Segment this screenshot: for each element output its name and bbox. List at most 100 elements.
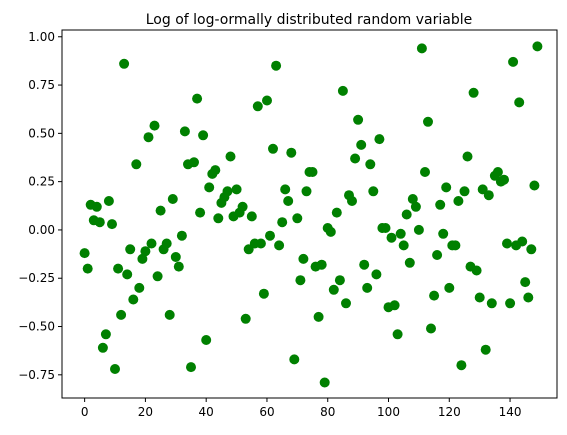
scatter-point [94, 217, 105, 228]
scatter-point [444, 282, 455, 293]
plot-frame [61, 29, 558, 399]
scatter-point [137, 253, 148, 264]
scatter-point [307, 167, 318, 177]
scatter-point [204, 182, 215, 193]
scatter-point [292, 213, 303, 224]
x-tick-label: 80 [320, 405, 335, 419]
scatter-point [295, 275, 306, 286]
scatter-point [505, 298, 516, 309]
scatter-point [280, 184, 291, 195]
scatter-point [274, 240, 285, 251]
scatter-point [195, 207, 206, 218]
scatter-point [398, 240, 409, 251]
scatter-point [337, 85, 348, 96]
scatter-point [319, 377, 330, 388]
scatter-point [395, 228, 406, 239]
x-tick-label: 120 [438, 405, 461, 419]
scatter-point [176, 230, 187, 241]
scatter-point [410, 201, 421, 212]
scatter-point [113, 263, 124, 274]
scatter-point [82, 263, 93, 274]
scatter-point [341, 298, 351, 309]
scatter-point [152, 271, 163, 282]
scatter-point [252, 101, 263, 112]
scatter-point [441, 182, 452, 193]
scatter-point [514, 97, 525, 108]
scatter-point [170, 252, 181, 262]
scatter-point [480, 344, 491, 355]
scatter-point [420, 167, 430, 177]
y-tick-label: 0.75 [28, 78, 55, 92]
scatter-point [128, 294, 139, 305]
scatter-point [474, 292, 485, 303]
scatter-point [265, 230, 275, 241]
y-tick-label: 0.50 [28, 126, 55, 140]
scatter-point [471, 265, 482, 276]
scatter-point [231, 184, 242, 195]
scatter-point [365, 159, 376, 170]
scatter-point [435, 199, 446, 210]
scatter-point [356, 139, 367, 150]
scatter-point [468, 87, 479, 98]
scatter-point [237, 201, 248, 212]
scatter-point [334, 275, 345, 286]
scatter-point [262, 95, 272, 106]
scatter-point [246, 211, 257, 222]
scatter-point [100, 329, 111, 340]
scatter-point [423, 116, 433, 127]
scatter-points [79, 41, 543, 388]
scatter-point [313, 311, 324, 322]
scatter-point [532, 41, 543, 52]
scatter-point [97, 342, 108, 353]
scatter-point [213, 213, 224, 224]
scatter-point [161, 238, 172, 249]
scatter-point [134, 282, 145, 293]
y-tick-label: 0.00 [28, 223, 55, 237]
x-tick-label: 100 [377, 405, 400, 419]
x-tick-label: 40 [199, 405, 214, 419]
scatter-point [125, 244, 136, 255]
scatter-point [167, 194, 178, 204]
scatter-point [103, 196, 114, 206]
scatter-point [331, 207, 342, 218]
x-axis: 0 20 40 60 80 100 120 140 [81, 398, 522, 419]
y-tick-label: −0.25 [18, 271, 55, 285]
scatter-point [413, 224, 424, 235]
scatter-point [328, 284, 339, 295]
scatter-point [508, 56, 519, 67]
scatter-point [179, 126, 190, 137]
scatter-point [456, 360, 467, 371]
scatter-point [240, 313, 251, 324]
scatter-point [325, 226, 336, 237]
scatter-point [526, 244, 537, 255]
scatter-point [492, 167, 503, 177]
scatter-point [350, 153, 361, 164]
scatter-point [255, 238, 266, 249]
scatter-point [116, 309, 127, 320]
scatter-point [392, 329, 403, 340]
x-tick-label: 0 [81, 405, 89, 419]
scatter-point [225, 151, 236, 162]
scatter-point [450, 240, 461, 251]
scatter-point [517, 236, 528, 247]
scatter-point [386, 232, 397, 243]
scatter-point [520, 277, 531, 288]
scatter-point [347, 196, 357, 206]
scatter-point [298, 253, 309, 264]
scatter-point [277, 217, 288, 228]
scatter-point [401, 209, 412, 220]
scatter-point [404, 257, 415, 268]
scatter-point [453, 196, 464, 206]
x-tick-label: 140 [499, 405, 522, 419]
scatter-point [368, 186, 379, 197]
scatter-point [198, 130, 209, 141]
x-tick-label: 60 [259, 405, 274, 419]
scatter-point [155, 205, 166, 216]
scatter-point [283, 196, 294, 206]
scatter-point [429, 290, 440, 301]
y-tick-label: 1.00 [28, 30, 55, 44]
scatter-point [149, 120, 160, 131]
scatter-point [271, 60, 282, 71]
scatter-point [499, 174, 509, 185]
